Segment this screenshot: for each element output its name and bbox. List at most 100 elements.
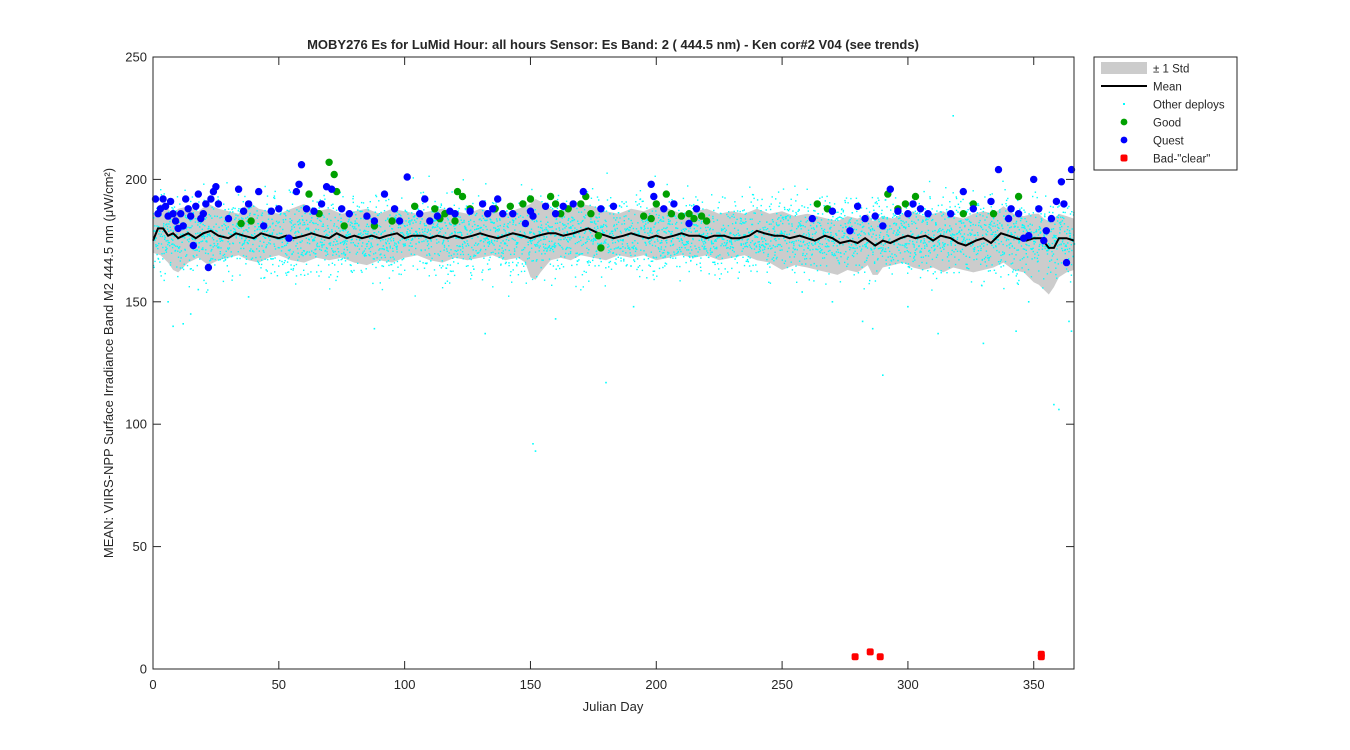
other-deploys-point: [187, 226, 189, 228]
other-deploys-point: [550, 234, 552, 236]
other-deploys-point: [353, 211, 355, 214]
other-deploys-point: [313, 230, 315, 233]
quest-point: [169, 210, 177, 218]
other-deploys-point: [206, 233, 209, 236]
other-deploys-point: [482, 229, 484, 231]
other-deploys-point: [568, 247, 570, 249]
other-deploys-point: [483, 257, 485, 259]
other-deploys-point: [628, 210, 630, 212]
other-deploys-point: [380, 253, 382, 255]
other-deploys-point: [1041, 248, 1044, 250]
other-deploys-point: [586, 238, 588, 240]
other-deploys-point: [284, 245, 286, 247]
other-deploys-point: [537, 226, 540, 228]
other-deploys-point: [415, 221, 417, 223]
other-deploys-point: [999, 209, 1001, 211]
other-deploys-point: [958, 206, 961, 209]
other-deploys-point: [1007, 197, 1009, 200]
other-deploys-point: [521, 263, 524, 265]
other-deploys-point: [657, 247, 660, 249]
other-deploys-point: [554, 277, 556, 280]
other-deploys-point: [844, 201, 847, 204]
other-deploys-point: [318, 275, 320, 277]
other-deploys-point: [934, 271, 936, 273]
other-deploys-point: [197, 224, 199, 226]
other-deploys-point: [720, 273, 722, 275]
other-deploys-point: [382, 239, 384, 241]
other-deploys-point: [174, 245, 177, 247]
other-deploys-point: [956, 238, 958, 241]
good-point: [652, 200, 660, 208]
other-deploys-point: [570, 247, 572, 250]
other-deploys-point: [174, 250, 176, 252]
other-deploys-point: [441, 260, 443, 262]
other-deploys-point: [470, 272, 472, 274]
other-deploys-point: [518, 216, 520, 218]
other-deploys-point: [786, 250, 789, 253]
other-deploys-point: [718, 201, 720, 204]
other-deploys-point: [743, 234, 745, 236]
other-deploys-point: [580, 253, 583, 255]
other-deploys-point: [860, 218, 862, 221]
other-deploys-point: [808, 233, 810, 236]
other-deploys-point: [462, 179, 464, 181]
other-deploys-point: [1009, 247, 1011, 249]
other-deploys-point: [759, 220, 761, 223]
other-deploys-point: [727, 247, 729, 249]
other-deploys-point: [485, 248, 487, 251]
other-deploys-point: [968, 238, 971, 241]
other-deploys-point: [743, 209, 745, 211]
other-deploys-point: [343, 242, 345, 244]
other-deploys-point: [673, 251, 675, 253]
other-deploys-point: [622, 240, 624, 242]
other-deploys-point: [707, 226, 709, 228]
other-deploys-point: [703, 248, 705, 250]
other-deploys-point: [731, 243, 733, 245]
other-deploys-point: [731, 267, 733, 270]
other-deploys-point: [748, 244, 751, 246]
other-deploys-point: [704, 235, 706, 237]
other-deploys-point: [514, 239, 516, 242]
other-deploys-point: [487, 268, 490, 271]
other-deploys-point: [340, 221, 343, 223]
other-deploys-point: [682, 253, 684, 255]
other-deploys-point: [608, 266, 610, 268]
other-deploys-point: [395, 217, 397, 219]
other-deploys-point: [307, 238, 310, 240]
other-deploys-point: [1021, 226, 1023, 229]
other-deploys-point: [774, 251, 776, 253]
other-deploys-point: [870, 247, 872, 250]
other-deploys-point: [343, 253, 345, 255]
other-deploys-point: [855, 197, 858, 199]
other-deploys-point: [373, 232, 376, 234]
other-deploys-point: [896, 246, 899, 249]
other-deploys-point: [624, 228, 626, 230]
other-deploys-point: [544, 229, 546, 231]
other-deploys-point: [773, 238, 776, 240]
other-deploys-point: [566, 231, 568, 233]
other-deploys-point: [980, 208, 982, 210]
other-deploys-point: [302, 224, 304, 226]
other-deploys-point: [620, 232, 622, 234]
other-deploys-point: [897, 230, 899, 232]
other-deploys-point: [558, 238, 560, 241]
other-deploys-point: [659, 242, 662, 244]
other-deploys-point: [303, 250, 305, 252]
other-deploys-point: [674, 215, 676, 217]
other-deploys-point: [652, 274, 654, 276]
other-deploys-point: [177, 275, 179, 278]
other-deploys-point: [586, 240, 588, 243]
other-deploys-point: [739, 222, 741, 225]
other-deploys-point: [573, 219, 576, 221]
other-deploys-point: [341, 258, 343, 260]
other-deploys-point: [798, 209, 800, 211]
other-deploys-point: [972, 190, 974, 192]
other-deploys-point: [874, 202, 876, 204]
other-deploys-point: [723, 227, 726, 230]
other-deploys-point: [615, 253, 618, 256]
other-deploys-point: [374, 211, 376, 213]
other-deploys-point: [200, 240, 202, 243]
other-deploys-point: [531, 278, 534, 281]
other-deploys-point: [893, 230, 895, 232]
